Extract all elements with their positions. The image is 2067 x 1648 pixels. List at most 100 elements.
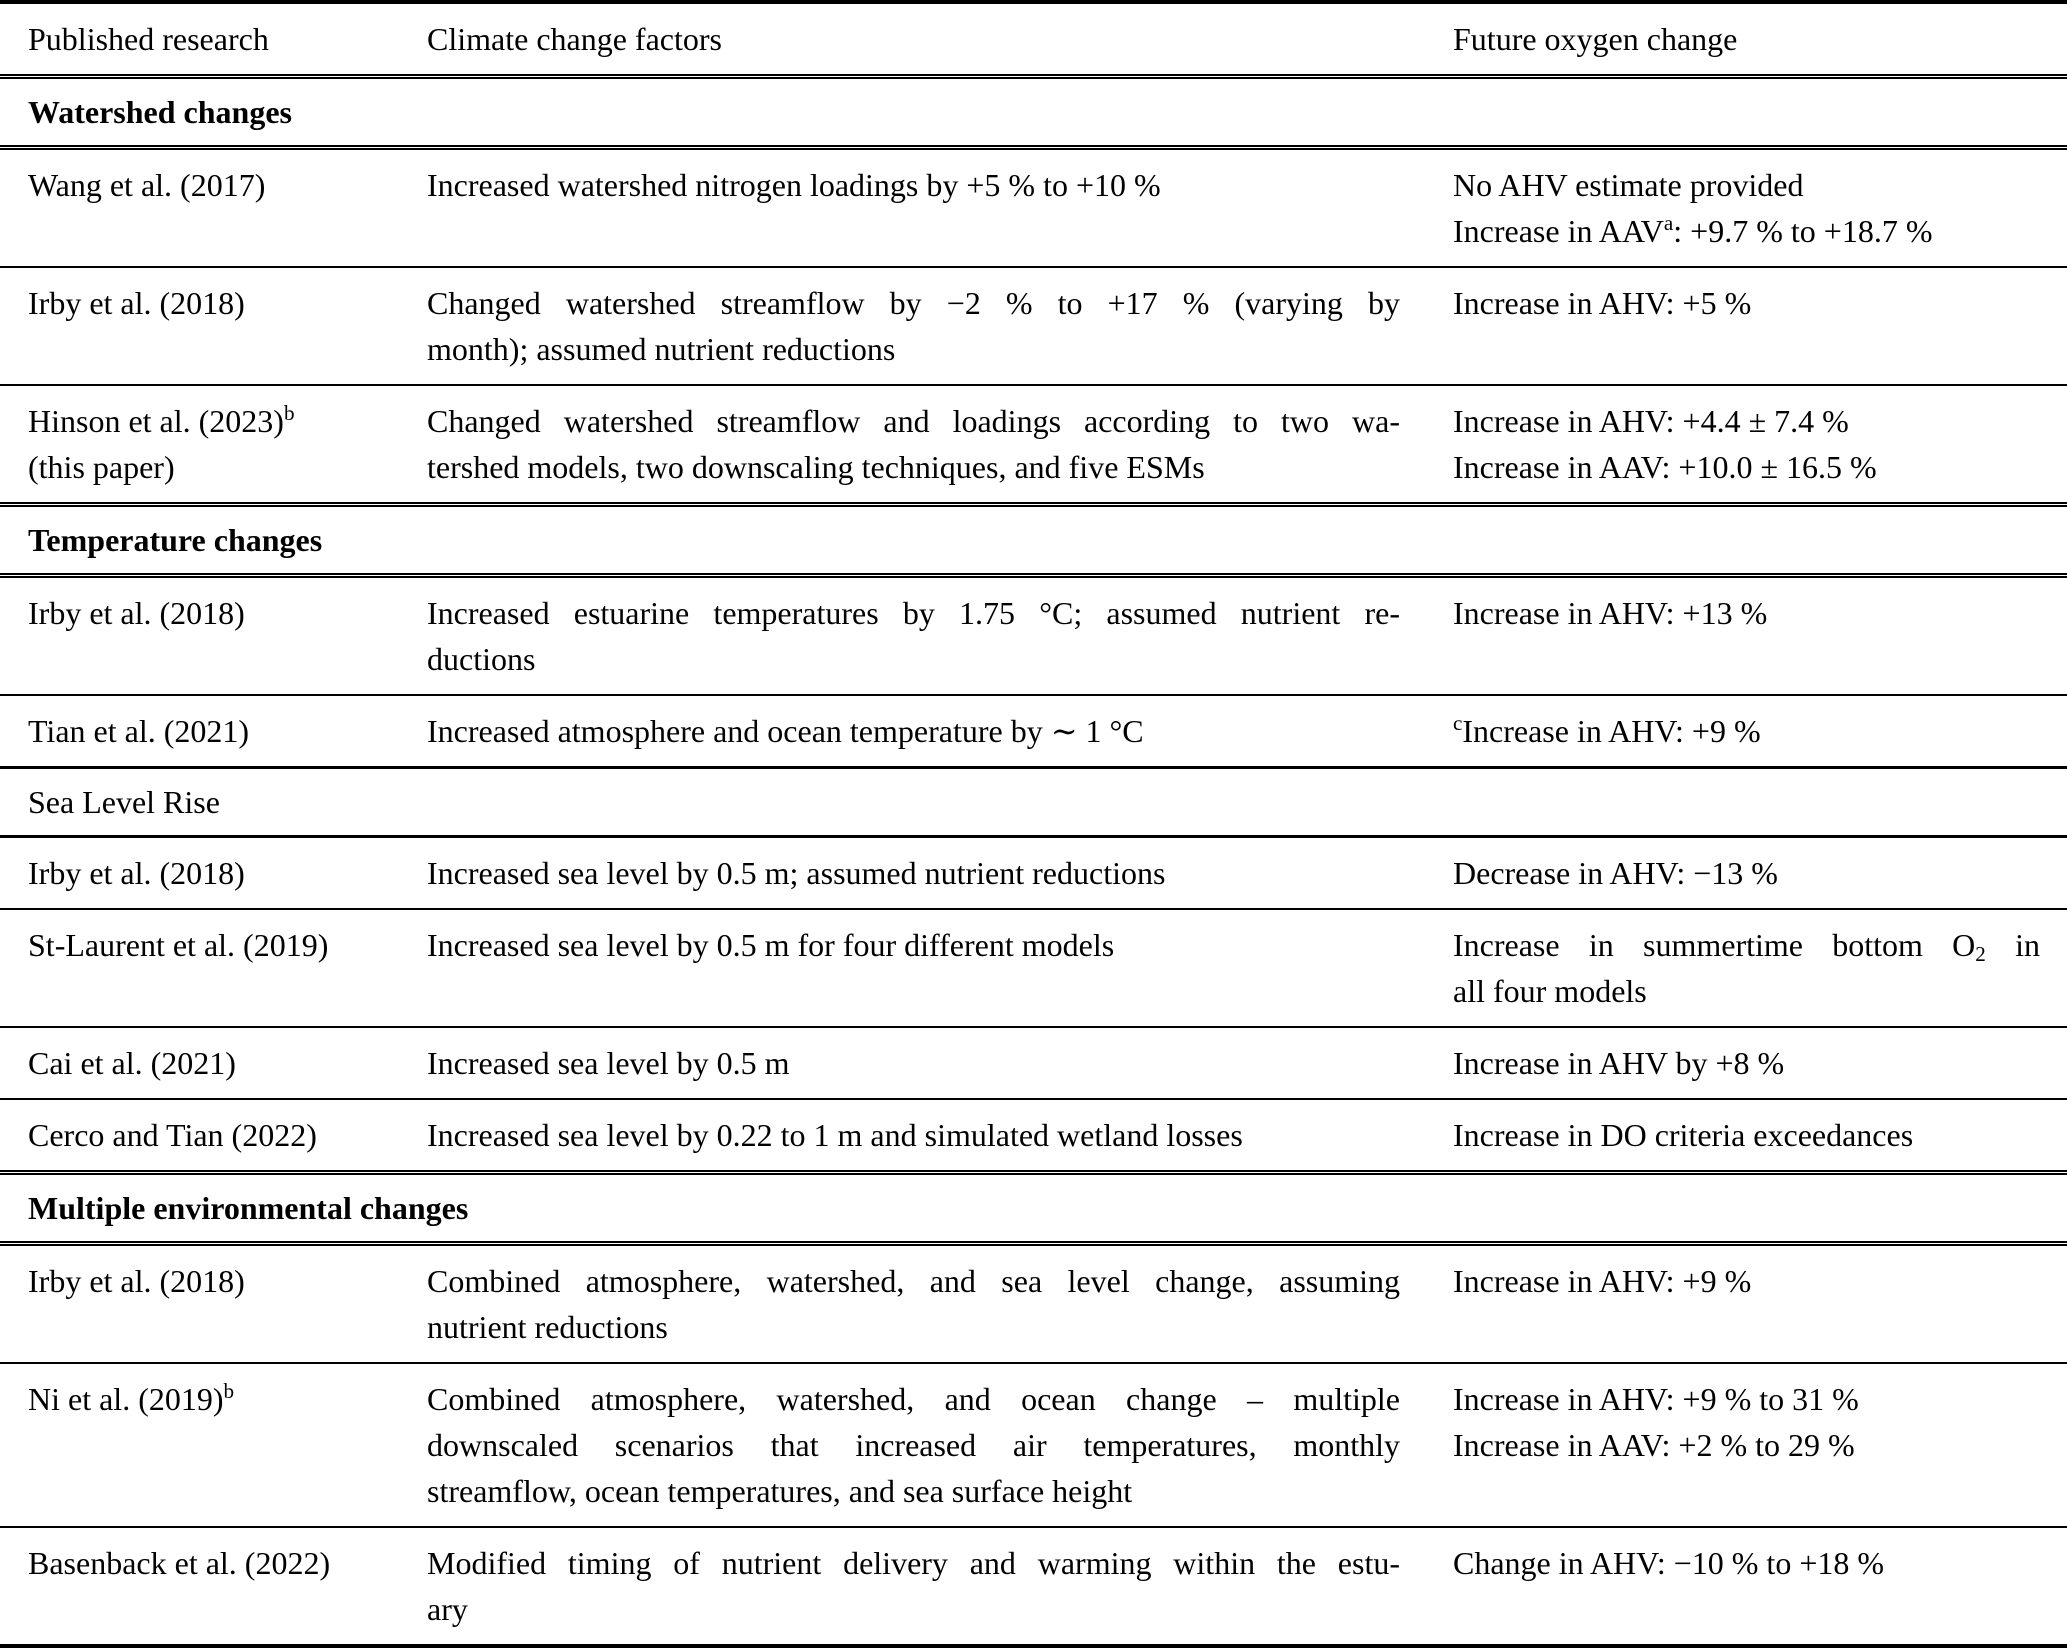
table-row: Basenback et al. (2022) Modified timing o… xyxy=(0,1526,2067,1646)
table-row: Tian et al. (2021) Increased atmosphere a… xyxy=(0,694,2067,768)
cell-published-research: Irby et al. (2018) xyxy=(0,574,400,695)
cell-climate-change-factors: Combined atmosphere, watershed, and ocea… xyxy=(400,1362,1435,1527)
section-label-text: Multiple environmental changes xyxy=(28,1190,469,1226)
cell-climate-change-factors-line: ductions xyxy=(427,641,536,677)
cell-published-research: Irby et al. (2018) xyxy=(0,835,400,909)
cell-climate-change-factors-line: Changed watershed streamflow and loading… xyxy=(427,403,1400,439)
cell-published-research-line: Cerco and Tian (2022) xyxy=(28,1117,317,1153)
cell-future-oxygen-change-line: Increase in AHV: +9 % to 31 % xyxy=(1453,1381,1859,1417)
cell-published-research: Cai et al. (2021) xyxy=(0,1026,400,1099)
cell-future-oxygen-change-line: all four models xyxy=(1453,973,1647,1009)
cell-published-research: Tian et al. (2021) xyxy=(0,694,400,768)
cell-future-oxygen-change: No AHV estimate provided Increase in AAVa… xyxy=(1435,146,2067,267)
cell-published-research-line: Wang et al. (2017) xyxy=(28,167,266,203)
cell-climate-change-factors-line: downscaled scenarios that increased air … xyxy=(427,1427,1400,1463)
cell-published-research-line: Cai et al. (2021) xyxy=(28,1045,236,1081)
cell-future-oxygen-change: Increase in AHV: +5 % xyxy=(1435,266,2067,385)
section-label: Sea Level Rise xyxy=(0,766,2067,838)
cell-climate-change-factors: Increased estuarine temperatures by 1.75… xyxy=(400,574,1435,695)
superscript-footnote-marker: a xyxy=(1663,211,1674,236)
cell-published-research: Cerco and Tian (2022) xyxy=(0,1098,400,1173)
cell-climate-change-factors-line: Combined atmosphere, watershed, and sea … xyxy=(427,1263,1400,1299)
subscript: 2 xyxy=(1975,941,1986,966)
cell-climate-change-factors-line: ary xyxy=(427,1591,468,1627)
cell-future-oxygen-change: Increase in AHV: +9 % xyxy=(1435,1242,2067,1363)
cell-future-oxygen-change: Increase in DO criteria exceedances xyxy=(1435,1098,2067,1173)
table-row: Irby et al. (2018) Increased sea level by… xyxy=(0,835,2067,909)
cell-published-research-line: St-Laurent et al. (2019) xyxy=(28,927,329,963)
cell-climate-change-factors: Changed watershed streamflow by −2 % to … xyxy=(400,266,1435,385)
cell-climate-change-factors: Changed watershed streamflow and loading… xyxy=(400,384,1435,505)
column-header-published-research: Published research xyxy=(0,2,400,79)
cell-climate-change-factors-line: Changed watershed streamflow by −2 % to … xyxy=(427,285,1400,321)
column-header-future-oxygen-change: Future oxygen change xyxy=(1435,2,2067,79)
cell-climate-change-factors-line: Increased watershed nitrogen loadings by… xyxy=(427,167,1161,203)
cell-future-oxygen-change: Increase in AHV by +8 % xyxy=(1435,1026,2067,1099)
cell-climate-change-factors: Modified timing of nutrient delivery and… xyxy=(400,1526,1435,1646)
cell-future-oxygen-change-line: cIncrease in AHV: +9 % xyxy=(1453,711,1761,749)
cell-climate-change-factors: Increased sea level by 0.5 m xyxy=(400,1026,1435,1099)
cell-climate-change-factors-line: Modified timing of nutrient delivery and… xyxy=(427,1545,1400,1581)
cell-future-oxygen-change: Increase in AHV: +13 % xyxy=(1435,574,2067,695)
cell-future-oxygen-change-line: Increase in AHV: +5 % xyxy=(1453,285,1752,321)
section-label: Multiple environmental changes xyxy=(0,1170,2067,1246)
cell-climate-change-factors: Increased sea level by 0.22 to 1 m and s… xyxy=(400,1098,1435,1173)
superscript-footnote-marker: c xyxy=(1453,711,1463,736)
table-row: St-Laurent et al. (2019) Increased sea le… xyxy=(0,908,2067,1027)
cell-published-research-line: Ni et al. (2019)b xyxy=(28,1379,235,1417)
cell-climate-change-factors-line: Increased sea level by 0.22 to 1 m and s… xyxy=(427,1117,1243,1153)
table-row: Irby et al. (2018) Increased estuarine te… xyxy=(0,574,2067,695)
header-row: Published research Climate change factor… xyxy=(0,2,2067,79)
cell-published-research: Ni et al. (2019)b xyxy=(0,1362,400,1527)
cell-published-research-line: Basenback et al. (2022) xyxy=(28,1545,331,1581)
superscript-footnote-marker: b xyxy=(283,401,295,426)
cell-climate-change-factors-line: Increased sea level by 0.5 m xyxy=(427,1045,790,1081)
section-row: Sea Level Rise xyxy=(0,766,2067,838)
cell-climate-change-factors: Increased watershed nitrogen loadings by… xyxy=(400,146,1435,267)
table-row: Cerco and Tian (2022) Increased sea level… xyxy=(0,1098,2067,1173)
cell-future-oxygen-change-line: Increase in AAVa: +9.7 % to +18.7 % xyxy=(1453,211,1933,249)
cell-climate-change-factors-line: Increased sea level by 0.5 m; assumed nu… xyxy=(427,855,1166,891)
section-row: Temperature changes xyxy=(0,502,2067,578)
cell-published-research: Wang et al. (2017) xyxy=(0,146,400,267)
cell-published-research: Basenback et al. (2022) xyxy=(0,1526,400,1646)
cell-published-research-line: Irby et al. (2018) xyxy=(28,595,245,631)
cell-future-oxygen-change-line: Increase in AHV by +8 % xyxy=(1453,1045,1785,1081)
cell-future-oxygen-change: Increase in AHV: +9 % to 31 % Increase in… xyxy=(1435,1362,2067,1527)
table-row: Ni et al. (2019)b Combined atmosphere, wa… xyxy=(0,1362,2067,1527)
cell-future-oxygen-change-line: No AHV estimate provided xyxy=(1453,167,1804,203)
cell-published-research: St-Laurent et al. (2019) xyxy=(0,908,400,1027)
cell-future-oxygen-change-line: Increase in AHV: +4.4 ± 7.4 % xyxy=(1453,403,1849,439)
table-row: Wang et al. (2017) Increased watershed ni… xyxy=(0,146,2067,267)
section-label-text: Temperature changes xyxy=(28,522,323,558)
cell-published-research: Irby et al. (2018) xyxy=(0,1242,400,1363)
cell-published-research-line: Tian et al. (2021) xyxy=(28,713,250,749)
cell-future-oxygen-change-line: Increase in AAV: +2 % to 29 % xyxy=(1453,1427,1855,1463)
cell-climate-change-factors: Increased atmosphere and ocean temperatu… xyxy=(400,694,1435,768)
cell-climate-change-factors-line: Combined atmosphere, watershed, and ocea… xyxy=(427,1381,1400,1417)
section-row: Watershed changes xyxy=(0,74,2067,150)
cell-future-oxygen-change: Increase in summertime bottom O2 in all f… xyxy=(1435,908,2067,1027)
cell-published-research-line: (this paper) xyxy=(28,449,175,485)
cell-published-research: Irby et al. (2018) xyxy=(0,266,400,385)
cell-published-research-line: Irby et al. (2018) xyxy=(28,285,245,321)
cell-climate-change-factors-line: streamflow, ocean temperatures, and sea … xyxy=(427,1473,1133,1509)
cell-climate-change-factors-line: Increased sea level by 0.5 m for four di… xyxy=(427,927,1115,963)
section-label-text: Watershed changes xyxy=(28,94,292,130)
cell-future-oxygen-change-line: Increase in summertime bottom O2 in xyxy=(1453,927,2040,966)
table-row: Irby et al. (2018) Combined atmosphere, w… xyxy=(0,1242,2067,1363)
cell-climate-change-factors: Combined atmosphere, watershed, and sea … xyxy=(400,1242,1435,1363)
cell-climate-change-factors-line: month); assumed nutrient reductions xyxy=(427,331,896,367)
cell-future-oxygen-change-line: Decrease in AHV: −13 % xyxy=(1453,855,1778,891)
cell-future-oxygen-change-line: Increase in AHV: +9 % xyxy=(1453,1263,1752,1299)
section-label: Watershed changes xyxy=(0,74,2067,150)
table-row: Cai et al. (2021) Increased sea level by … xyxy=(0,1026,2067,1099)
section-row: Multiple environmental changes xyxy=(0,1170,2067,1246)
section-label: Temperature changes xyxy=(0,502,2067,578)
cell-climate-change-factors-line: nutrient reductions xyxy=(427,1309,668,1345)
cell-climate-change-factors-line: Increased estuarine temperatures by 1.75… xyxy=(427,595,1400,631)
table-row: Irby et al. (2018) Changed watershed stre… xyxy=(0,266,2067,385)
cell-future-oxygen-change: Change in AHV: −10 % to +18 % xyxy=(1435,1526,2067,1646)
